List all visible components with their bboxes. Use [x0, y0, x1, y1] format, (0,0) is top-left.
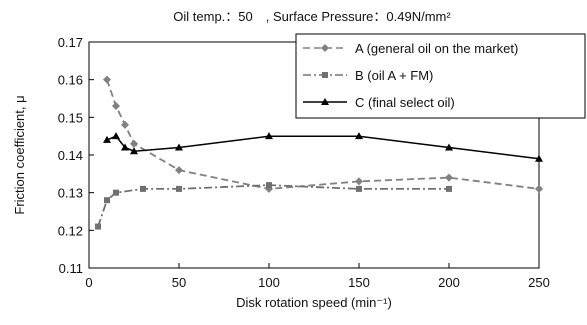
- data-point: [95, 223, 101, 230]
- y-tick-label: 0.13: [58, 186, 83, 201]
- data-point: [535, 154, 543, 162]
- x-tick-label: 250: [528, 275, 550, 290]
- legend-marker: [321, 98, 329, 105]
- data-point: [103, 75, 111, 84]
- axes: 0 50 100 150 200 250 0.11 0.12 0.13 0.14 0.15 0.16 0…: [58, 35, 550, 290]
- data-point: [446, 185, 452, 192]
- data-point: [355, 177, 363, 186]
- data-point: [535, 184, 543, 193]
- data-point: [140, 185, 146, 192]
- legend: A (general oil on the market) B (oil A + …: [295, 33, 586, 119]
- y-tick-label: 0.17: [58, 35, 83, 50]
- data-point: [121, 120, 129, 129]
- data-point: [355, 132, 363, 140]
- x-tick-label: 0: [85, 275, 92, 290]
- data-point: [265, 132, 273, 140]
- series-1: [95, 182, 452, 230]
- series-line: [97, 184, 449, 227]
- data-point: [113, 189, 119, 196]
- y-tick-label: 0.12: [58, 223, 83, 238]
- legend-box: [295, 33, 586, 119]
- chart-title: Oil temp.：50 , Surface Pressure：0.49N/mm…: [173, 9, 451, 24]
- series-layer: [95, 75, 543, 230]
- data-point: [445, 143, 453, 151]
- x-tick-label: 200: [438, 275, 460, 290]
- data-point: [121, 143, 129, 151]
- data-point: [356, 185, 362, 192]
- x-tick-label: 150: [348, 275, 370, 290]
- data-point: [176, 185, 182, 192]
- data-point: [266, 182, 272, 189]
- y-tick-label: 0.16: [58, 73, 83, 88]
- data-point: [130, 147, 138, 155]
- legend-marker: [321, 44, 329, 52]
- legend-label: A (general oil on the market): [355, 41, 518, 56]
- data-point: [175, 143, 183, 151]
- data-point: [175, 166, 183, 175]
- x-tick-label: 100: [258, 275, 280, 290]
- data-point: [104, 197, 110, 204]
- y-tick-label: 0.15: [58, 110, 83, 125]
- legend-label: C (final select oil): [355, 95, 455, 110]
- x-tick-label: 50: [172, 275, 186, 290]
- y-axis-label: Friction coefficient, μ: [12, 95, 27, 214]
- legend-marker: [322, 72, 328, 78]
- y-tick-label: 0.11: [59, 261, 83, 276]
- x-axis-label: Disk rotation speed (min⁻¹): [236, 295, 392, 310]
- data-point: [112, 102, 120, 111]
- series-line: [106, 135, 540, 160]
- legend-label: B (oil A + FM): [355, 68, 433, 83]
- y-tick-label: 0.14: [58, 148, 83, 163]
- series-2: [103, 132, 543, 162]
- data-point: [445, 173, 453, 182]
- data-point: [130, 139, 138, 148]
- data-point: [112, 132, 120, 140]
- data-point: [103, 135, 111, 143]
